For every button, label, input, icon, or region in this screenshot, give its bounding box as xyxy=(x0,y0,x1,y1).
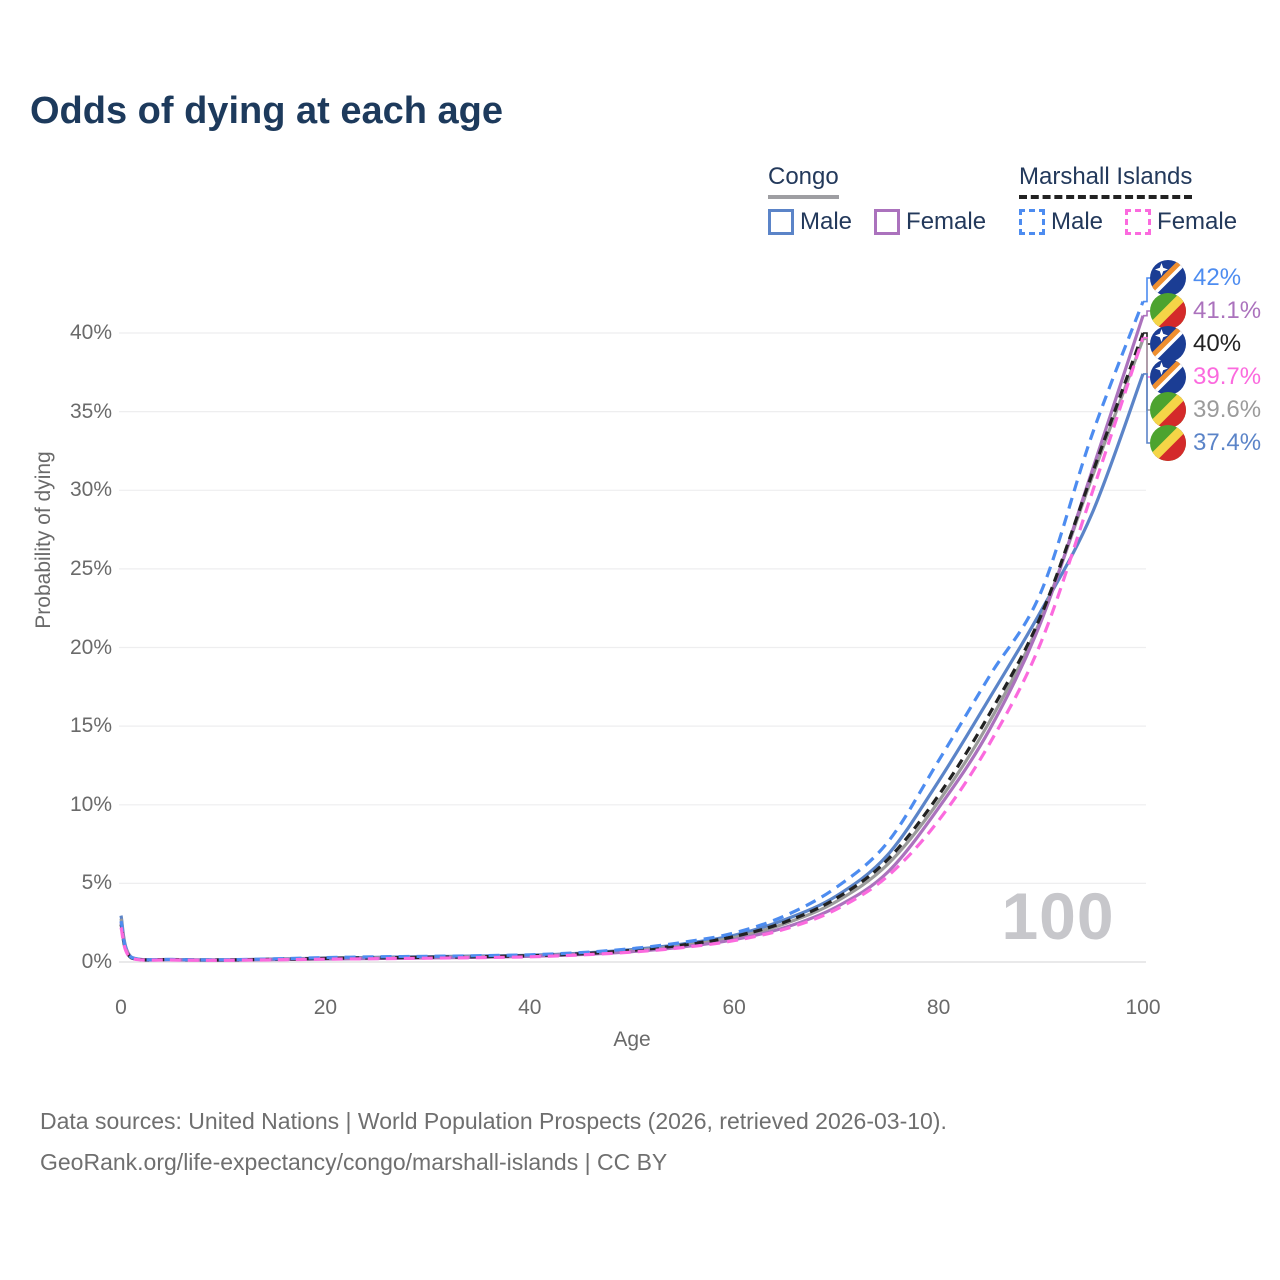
y-tick-label: 25% xyxy=(69,556,112,580)
age-watermark: 100 xyxy=(1001,879,1115,953)
x-tick-label: 60 xyxy=(722,996,746,1019)
legend-country-congo[interactable]: Congo xyxy=(768,163,839,199)
end-label-value: 41.1% xyxy=(1193,297,1262,324)
end-label-value: 39.7% xyxy=(1193,363,1262,390)
end-label-value: 37.4% xyxy=(1193,429,1262,456)
series-line-congo-female xyxy=(119,315,1145,962)
y-tick-label: 15% xyxy=(69,714,112,738)
marshall-male-line-swatch-icon xyxy=(1019,209,1045,235)
legend-item-congo-male[interactable]: Male xyxy=(768,208,852,236)
legend-country-marshall-islands[interactable]: Marshall Islands xyxy=(1019,163,1193,199)
end-label-marshall-female: 39.7% xyxy=(1150,359,1261,395)
legend-group-congo: Congo Male Female xyxy=(768,163,986,236)
series-line-marshall-islands-male xyxy=(119,301,1145,962)
end-label-value: 42% xyxy=(1193,264,1242,291)
legend-item-label: Female xyxy=(1157,208,1238,235)
series-line-marshall-islands xyxy=(119,332,1145,962)
congo-flag-icon xyxy=(1150,293,1186,329)
legend-row-marshall-islands: Male Female xyxy=(1019,208,1237,236)
series-line-congo-male xyxy=(119,373,1145,962)
marshall-islands-flag-icon xyxy=(1150,359,1186,395)
y-tick-label: 10% xyxy=(69,792,112,816)
legend-item-congo-female[interactable]: Female xyxy=(874,208,986,236)
y-tick-label: 40% xyxy=(69,321,112,344)
end-label-leader-line xyxy=(1143,373,1150,444)
y-tick-label: 0% xyxy=(81,950,112,973)
y-tick-label: 20% xyxy=(69,635,112,659)
end-label-leader-line xyxy=(1143,310,1150,317)
legend-group-marshall-islands: Marshall Islands Male Female xyxy=(1019,163,1237,236)
series-line-marshall-islands-female xyxy=(119,337,1145,962)
x-tick-label: 20 xyxy=(313,996,338,1019)
end-label-congo-both: 39.6% xyxy=(1150,392,1261,428)
end-label-marshall-both: 40% xyxy=(1150,326,1241,362)
legend-item-label: Male xyxy=(1051,208,1104,235)
x-tick-label: 80 xyxy=(926,996,951,1019)
legend-item-marshall-female[interactable]: Female xyxy=(1125,208,1237,236)
congo-female-line-swatch-icon xyxy=(874,209,901,235)
legend-item-label: Female xyxy=(906,208,987,235)
marshall-islands-flag-icon xyxy=(1150,260,1186,296)
end-label-congo-female: 41.1% xyxy=(1150,293,1261,329)
end-label-leader-line xyxy=(1143,277,1150,303)
congo-flag-icon xyxy=(1150,425,1186,461)
x-tick-label: 100 xyxy=(1125,996,1161,1019)
end-label-value: 40% xyxy=(1193,330,1242,357)
legend-row-congo: Male Female xyxy=(768,208,986,236)
y-tick-label: 35% xyxy=(69,399,112,423)
x-tick-label: 40 xyxy=(518,996,542,1019)
marshall-female-line-swatch-icon xyxy=(1125,209,1152,235)
end-label-congo-male: 37.4% xyxy=(1150,425,1261,461)
series-line-congo xyxy=(119,338,1145,962)
end-label-value: 39.6% xyxy=(1193,396,1262,423)
legend-item-label: Male xyxy=(800,208,853,235)
congo-flag-icon xyxy=(1150,392,1186,428)
legend-item-marshall-male[interactable]: Male xyxy=(1019,208,1103,236)
marshall-islands-flag-icon xyxy=(1150,326,1186,362)
attribution-note: GeoRank.org/life-expectancy/congo/marsha… xyxy=(40,1149,668,1175)
page-title: Odds of dying at each age xyxy=(30,90,503,132)
y-tick-label: 5% xyxy=(81,871,112,895)
end-label-marshall-male: 42% xyxy=(1150,260,1241,296)
x-tick-label: 0 xyxy=(115,996,127,1019)
congo-male-line-swatch-icon xyxy=(768,209,794,235)
x-axis-title: Age xyxy=(613,1028,651,1051)
y-axis-title: Probability of dying xyxy=(32,451,55,629)
y-tick-label: 30% xyxy=(69,478,112,502)
data-sources-note: Data sources: United Nations | World Pop… xyxy=(40,1108,947,1134)
